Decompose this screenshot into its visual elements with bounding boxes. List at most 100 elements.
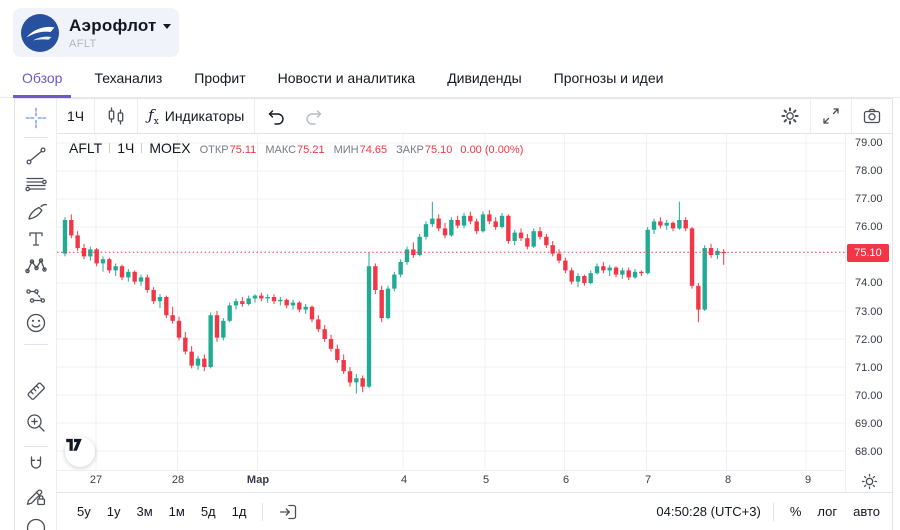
legend-separator bbox=[141, 143, 143, 153]
y-axis-label: 69.00 bbox=[855, 417, 883, 430]
y-axis-label: 78.00 bbox=[855, 165, 883, 178]
chart-legend: AFLT 1Ч MOEX ОТКР75.11 МАКС75.21 МИН74.6… bbox=[69, 140, 523, 156]
tradingview-logo[interactable] bbox=[65, 437, 95, 467]
tab-1[interactable]: Теханализ bbox=[94, 70, 163, 86]
magnet-tool[interactable] bbox=[23, 452, 49, 478]
trend-line-tool[interactable] bbox=[23, 143, 49, 169]
drawing-lock-tool[interactable] bbox=[23, 483, 49, 509]
fullscreen-button[interactable] bbox=[811, 99, 851, 133]
toolbar-separator bbox=[137, 99, 139, 133]
y-axis-label: 77.00 bbox=[855, 193, 883, 206]
goto-date-icon bbox=[280, 504, 297, 519]
tabs: Обзор Теханализ Профит Новости и аналитика Д… bbox=[0, 62, 900, 98]
drawing-toolbar bbox=[15, 99, 57, 530]
toolbar-separator bbox=[851, 99, 852, 133]
crosshair-tool[interactable] bbox=[23, 105, 49, 131]
sun-theme-icon[interactable] bbox=[861, 473, 878, 490]
camera-button[interactable] bbox=[852, 99, 892, 133]
legend-open: ОТКР75.11 bbox=[199, 144, 257, 156]
ruler-tool[interactable] bbox=[23, 378, 49, 404]
candles-style-button[interactable] bbox=[95, 99, 137, 133]
settings-gear-icon bbox=[781, 107, 799, 125]
function-icon: ƒx bbox=[148, 105, 159, 127]
xabcd-pattern-tool[interactable] bbox=[23, 254, 49, 280]
range-button-5д[interactable]: 5д bbox=[200, 504, 216, 519]
bottom-toolbar: 5у 1у 3м 1м 5д 1д 04:50:28 (UTC+3) % лог авто bbox=[57, 492, 892, 530]
horizontal-lines-tool[interactable] bbox=[23, 172, 49, 198]
toolbar-divider bbox=[24, 446, 48, 447]
text-tool[interactable] bbox=[23, 226, 49, 252]
chart-widget: 1Ч ƒx Индикаторы bbox=[14, 98, 893, 530]
time-axis[interactable]: 27 28 Мар 4 5 6 7 8 9 bbox=[57, 470, 845, 492]
forecast-tool[interactable] bbox=[23, 283, 49, 309]
range-button-1у[interactable]: 1у bbox=[106, 504, 121, 519]
y-axis-label: 76.00 bbox=[855, 221, 883, 234]
toolbar-divider bbox=[24, 344, 48, 345]
toolbar-divider bbox=[24, 137, 48, 138]
x-axis-label: 7 bbox=[644, 474, 652, 486]
auto-scale-button[interactable]: авто bbox=[853, 504, 880, 519]
hidden-tool[interactable] bbox=[23, 517, 49, 530]
undo-button[interactable] bbox=[255, 99, 295, 133]
clock-label: 04:50:28 (UTC+3) bbox=[656, 504, 761, 519]
goto-date-button[interactable] bbox=[271, 499, 305, 525]
y-axis-label: 74.00 bbox=[855, 277, 883, 290]
range-button-5у[interactable]: 5у bbox=[77, 504, 91, 519]
x-axis-label: 6 bbox=[562, 474, 570, 486]
y-axis-label: 68.00 bbox=[855, 445, 883, 458]
symbol-selector[interactable]: Аэрофлот AFLT bbox=[13, 8, 179, 57]
tab-2[interactable]: Профит bbox=[194, 70, 246, 86]
legend-separator bbox=[109, 143, 111, 153]
toolbar-separator bbox=[254, 99, 256, 133]
interval-button[interactable]: 1Ч bbox=[67, 108, 85, 124]
log-scale-button[interactable]: лог bbox=[817, 504, 838, 519]
tab-3[interactable]: Новости и аналитика bbox=[277, 70, 416, 86]
brush-tool[interactable] bbox=[23, 199, 49, 225]
axis-corner bbox=[845, 470, 892, 492]
x-axis-label: Мар bbox=[246, 474, 270, 486]
legend-change: 0.00 (0.00%) bbox=[460, 144, 524, 156]
legend-symbol[interactable]: AFLT bbox=[69, 140, 103, 156]
y-axis-label: 79.00 bbox=[855, 137, 883, 149]
tab-5[interactable]: Прогнозы и идеи bbox=[553, 70, 664, 86]
candlestick-chart[interactable] bbox=[57, 134, 845, 470]
y-axis-label: 71.00 bbox=[855, 361, 883, 374]
last-price-label: 75.10 bbox=[847, 243, 889, 262]
legend-low: МИН74.65 bbox=[333, 144, 388, 156]
legend-high: МАКС75.21 bbox=[265, 144, 325, 156]
x-axis-label: 5 bbox=[482, 474, 490, 486]
tab-4[interactable]: Дивиденды bbox=[447, 70, 522, 86]
chart-plot[interactable]: AFLT 1Ч MOEX ОТКР75.11 МАКС75.21 МИН74.6… bbox=[57, 134, 845, 470]
y-axis-label: 70.00 bbox=[855, 389, 883, 402]
percent-scale-button[interactable]: % bbox=[789, 504, 802, 519]
legend-exchange: MOEX bbox=[149, 140, 191, 156]
tab-0[interactable]: Обзор bbox=[13, 62, 72, 98]
emoji-tool[interactable] bbox=[23, 310, 49, 336]
range-button-1м[interactable]: 1м bbox=[168, 504, 185, 519]
price-axis[interactable]: 75.10 79.00 78.00 77.00 76.00 74.00 73.00 72.0… bbox=[845, 134, 892, 470]
x-axis-label: 4 bbox=[400, 474, 408, 486]
undo-icon bbox=[269, 110, 284, 125]
range-button-3м[interactable]: 3м bbox=[136, 504, 153, 519]
bottom-separator bbox=[772, 502, 774, 521]
candles-style-icon bbox=[108, 107, 124, 125]
chart-toolbar: 1Ч ƒx Индикаторы bbox=[57, 99, 892, 134]
x-axis-label: 9 bbox=[804, 474, 812, 486]
caret-down-icon[interactable] bbox=[162, 24, 171, 29]
legend-close: ЗАКР75.10 bbox=[396, 144, 453, 156]
zoom-in-tool[interactable] bbox=[23, 410, 49, 436]
aeroflot-logo bbox=[21, 13, 59, 52]
camera-icon bbox=[863, 108, 881, 124]
range-buttons: 5у 1у 3м 1м 5д 1д bbox=[69, 501, 254, 522]
chart-region: AFLT 1Ч MOEX ОТКР75.11 МАКС75.21 МИН74.6… bbox=[57, 134, 892, 492]
x-axis-label: 8 bbox=[724, 474, 732, 486]
toolbar-separator bbox=[94, 99, 96, 133]
settings-button[interactable] bbox=[770, 99, 810, 133]
indicators-button[interactable]: ƒx Индикаторы bbox=[148, 105, 245, 127]
fullscreen-icon bbox=[823, 108, 839, 124]
x-axis-label: 27 bbox=[89, 474, 103, 486]
range-button-1д[interactable]: 1д bbox=[231, 504, 247, 519]
y-axis-label: 72.00 bbox=[855, 333, 883, 346]
redo-button[interactable] bbox=[295, 99, 335, 133]
